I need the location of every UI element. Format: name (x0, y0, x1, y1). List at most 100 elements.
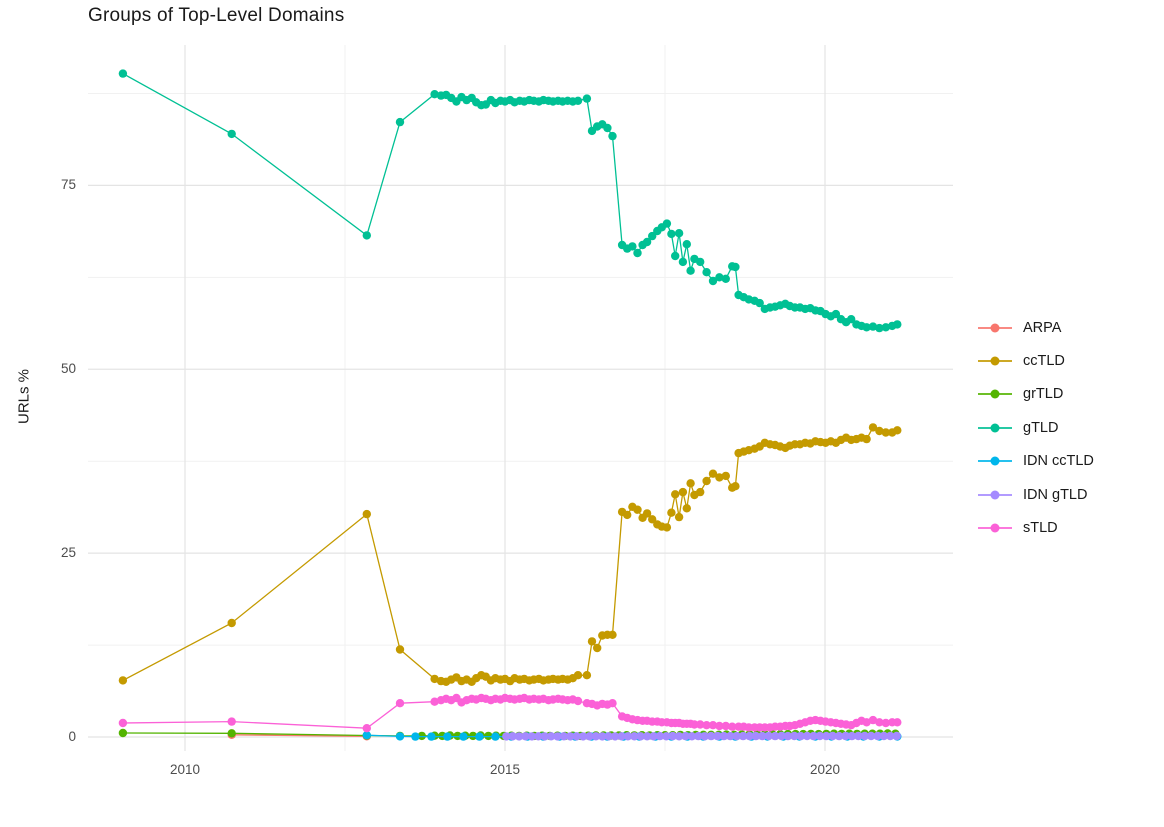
data-point (459, 732, 468, 741)
series-stld (118, 693, 902, 733)
data-point (834, 731, 844, 741)
data-point (868, 423, 878, 432)
series-line (231, 734, 367, 737)
data-point (892, 731, 901, 741)
data-point (514, 732, 524, 741)
data-point (587, 637, 597, 646)
legend-item-grtld: grTLD (978, 378, 1094, 411)
data-point (649, 732, 658, 741)
data-point (738, 731, 748, 741)
data-point (362, 731, 371, 740)
data-point (764, 731, 773, 741)
data-point (227, 729, 236, 738)
data-point (690, 720, 699, 729)
data-point (411, 732, 420, 741)
data-point (881, 323, 890, 332)
data-point (674, 512, 684, 522)
legend-label: grTLD (1023, 386, 1064, 403)
data-point (875, 718, 884, 727)
data-point (608, 630, 617, 639)
data-point (118, 69, 128, 78)
series-line (122, 73, 898, 329)
data-point (648, 515, 657, 524)
data-point (758, 731, 767, 741)
data-point (540, 732, 549, 741)
legend-label: IDN ccTLD (1023, 453, 1094, 470)
y-tick-label: 0 (68, 729, 76, 744)
legend-key-icon (978, 319, 1012, 337)
data-point (642, 732, 652, 741)
y-tick-label: 75 (60, 177, 76, 193)
data-point (593, 643, 602, 653)
data-point (585, 732, 594, 741)
data-point (604, 732, 613, 741)
data-point (118, 676, 128, 685)
data-point (395, 732, 405, 741)
data-point (475, 732, 484, 741)
data-point (721, 274, 730, 283)
data-point (751, 731, 761, 741)
data-point (860, 731, 869, 741)
data-point (546, 732, 556, 741)
data-point (715, 273, 724, 282)
data-point (854, 731, 863, 741)
data-point (777, 731, 786, 741)
legend: ARPA ccTLD grTLD gTLD IDN ccTLD IDN gTLD sTLD (978, 311, 1094, 545)
legend-key-icon (978, 486, 1012, 504)
legend-key-dot (990, 523, 1000, 533)
data-point (881, 718, 890, 728)
legend-item-idn-gtld: IDN gTLD (978, 478, 1094, 511)
data-point (362, 509, 371, 519)
legend-key-icon (978, 385, 1012, 403)
legend-key-icon (978, 352, 1012, 370)
data-point (674, 229, 684, 238)
data-point (862, 718, 871, 727)
data-point (802, 731, 812, 741)
data-point (682, 240, 691, 249)
data-point (566, 732, 575, 741)
data-point (227, 618, 236, 628)
data-point (662, 523, 672, 532)
data-point (427, 732, 436, 741)
x-tick-label: 2010 (169, 762, 201, 777)
data-point (608, 699, 617, 708)
y-tick-label: 50 (60, 361, 76, 377)
legend-item-cctld: ccTLD (978, 344, 1094, 377)
data-point (484, 731, 493, 741)
data-point (534, 732, 543, 741)
data-point (815, 731, 825, 741)
data-point (633, 248, 642, 258)
data-point (610, 732, 620, 741)
legend-key-dot (990, 356, 1000, 366)
data-point (847, 315, 856, 324)
legend-item-gtld: gTLD (978, 411, 1094, 444)
data-point (862, 323, 871, 332)
data-point (790, 731, 799, 741)
data-point (847, 731, 857, 741)
data-point (866, 731, 876, 741)
data-point (430, 674, 439, 684)
data-point (728, 722, 737, 731)
legend-key-dot (990, 389, 1000, 399)
data-point (700, 732, 709, 741)
data-point (682, 504, 691, 513)
data-point (696, 487, 705, 497)
data-point (573, 671, 583, 680)
legend-key-dot (990, 423, 1000, 433)
data-point (491, 732, 500, 741)
data-point (395, 645, 405, 654)
data-point (708, 721, 718, 730)
data-point (713, 731, 722, 741)
data-point (559, 732, 569, 741)
data-point (881, 428, 890, 437)
data-point (655, 731, 665, 741)
data-point (702, 721, 711, 730)
data-point (715, 473, 724, 482)
legend-key-dot (990, 456, 1000, 466)
data-point (636, 732, 645, 741)
chart-title: Groups of Top-Level Domains (88, 5, 345, 26)
data-point (118, 728, 128, 738)
data-point (468, 731, 478, 741)
